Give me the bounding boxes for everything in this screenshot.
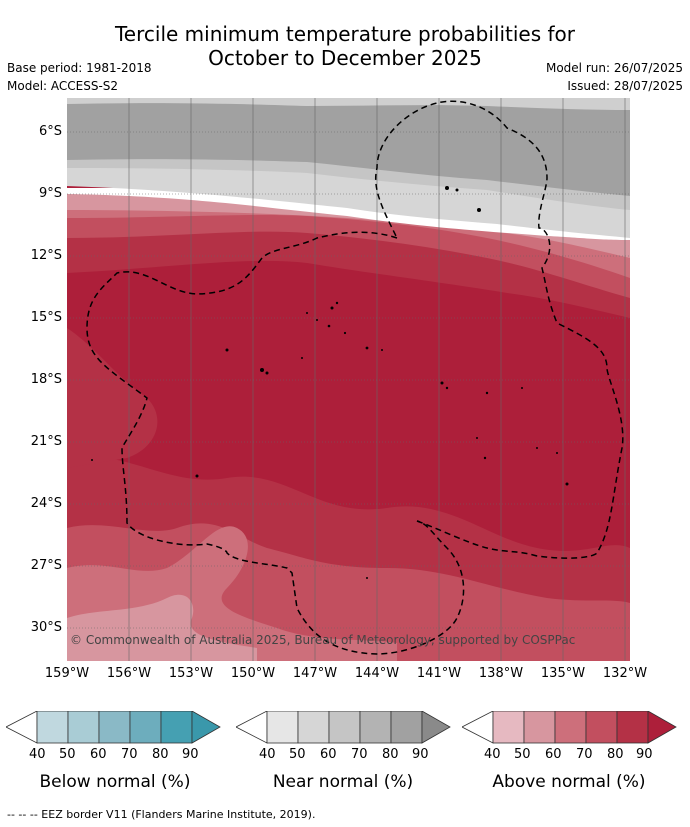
cb-tick: 80 bbox=[152, 747, 169, 762]
model-name: Model: ACCESS-S2 bbox=[7, 79, 119, 93]
lon-label: 138°W bbox=[478, 666, 524, 681]
cb-tick: 70 bbox=[351, 747, 368, 762]
lon-label: 135°W bbox=[540, 666, 586, 681]
above-band-50 bbox=[67, 594, 257, 661]
lon-label: 141°W bbox=[416, 666, 462, 681]
lat-label: 30°S bbox=[30, 620, 62, 635]
map-svg bbox=[67, 98, 630, 661]
cb-tick: 60 bbox=[545, 747, 562, 762]
colorbar-above-title: Above normal (%) bbox=[492, 772, 646, 792]
cb-tick: 50 bbox=[289, 747, 306, 762]
cb-tick: 60 bbox=[90, 747, 107, 762]
lat-label: 24°S bbox=[30, 496, 62, 511]
lat-label: 6°S bbox=[38, 124, 62, 139]
lat-label: 18°S bbox=[30, 372, 62, 387]
lon-label: 132°W bbox=[602, 666, 648, 681]
issued-date: Issued: 28/07/2025 bbox=[567, 79, 683, 93]
lat-label: 27°S bbox=[30, 558, 62, 573]
lon-label: 156°W bbox=[106, 666, 152, 681]
cb-tick: 50 bbox=[59, 747, 76, 762]
base-period: Base period: 1981-2018 bbox=[7, 61, 152, 75]
colorbar-above-svg bbox=[462, 711, 677, 744]
cb-tick: 90 bbox=[182, 747, 199, 762]
meta-left: Base period: 1981-2018 Model: ACCESS-S2 bbox=[7, 59, 152, 95]
cb-tick: 90 bbox=[412, 747, 429, 762]
lat-label: 9°S bbox=[38, 186, 62, 201]
probability-map: © Commonwealth of Australia 2025, Bureau… bbox=[67, 98, 630, 661]
above-west-band bbox=[67, 328, 158, 468]
colorbar-below-svg bbox=[6, 711, 221, 744]
lat-gridlines bbox=[67, 131, 630, 629]
lon-gridlines bbox=[128, 98, 626, 661]
lon-label: 147°W bbox=[292, 666, 338, 681]
colorbar-below-title: Below normal (%) bbox=[39, 772, 191, 792]
colorbar-near-svg bbox=[236, 711, 451, 744]
cb-tick: 50 bbox=[514, 747, 531, 762]
lon-label: 150°W bbox=[230, 666, 276, 681]
cb-tick: 70 bbox=[121, 747, 138, 762]
chart-title: Tercile minimum temperature probabilitie… bbox=[0, 22, 690, 70]
cb-tick: 70 bbox=[576, 747, 593, 762]
lon-label: 144°W bbox=[354, 666, 400, 681]
lon-label: 153°W bbox=[168, 666, 214, 681]
copyright-notice: © Commonwealth of Australia 2025, Bureau… bbox=[70, 633, 576, 647]
title-line-1: Tercile minimum temperature probabilitie… bbox=[114, 22, 576, 46]
cb-tick: 40 bbox=[259, 747, 276, 762]
eez-borders bbox=[86, 100, 624, 655]
islands bbox=[91, 186, 569, 579]
eez-legend-note: -- -- -- EEZ border V11 (Flanders Marine… bbox=[7, 808, 316, 821]
cb-tick: 40 bbox=[29, 747, 46, 762]
cb-tick: 90 bbox=[636, 747, 653, 762]
cb-tick: 60 bbox=[320, 747, 337, 762]
lat-label: 15°S bbox=[30, 310, 62, 325]
lon-label: 159°W bbox=[44, 666, 90, 681]
meta-right: Model run: 26/07/2025 Issued: 28/07/2025 bbox=[546, 59, 683, 95]
model-run: Model run: 26/07/2025 bbox=[545, 61, 683, 75]
cb-tick: 40 bbox=[484, 747, 501, 762]
lat-label: 12°S bbox=[30, 248, 62, 263]
colorbar-near-title: Near normal (%) bbox=[272, 772, 414, 792]
title-line-2: October to December 2025 bbox=[208, 46, 482, 70]
near-band-90 bbox=[67, 98, 630, 196]
near-top-band bbox=[67, 98, 630, 110]
cb-tick: 80 bbox=[607, 747, 624, 762]
cb-tick: 80 bbox=[382, 747, 399, 762]
lat-label: 21°S bbox=[30, 434, 62, 449]
